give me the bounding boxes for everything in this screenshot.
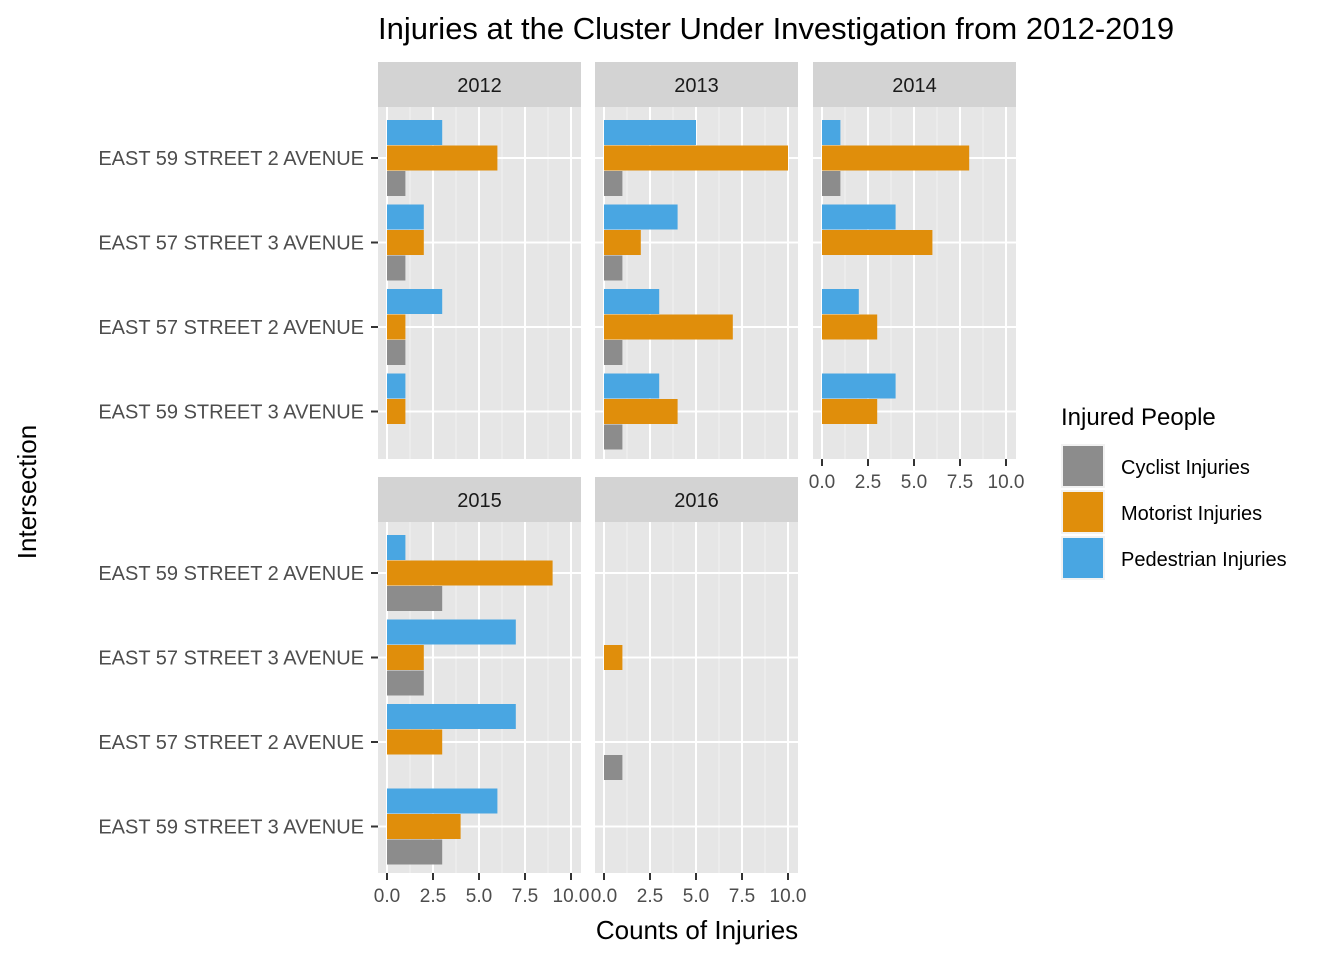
- x-tick-label: 5.0: [901, 472, 927, 493]
- bar-motorist-injuries-2015-0: [387, 560, 553, 586]
- bar-motorist-injuries-2014-3: [822, 399, 878, 424]
- bar-cyclist-injuries-2013-0: [604, 171, 623, 196]
- bar-motorist-injuries-2013-3: [604, 399, 678, 424]
- legend-title: Injured People: [1061, 404, 1216, 431]
- bar-motorist-injuries-2016-1: [604, 645, 623, 670]
- bar-motorist-injuries-2012-3: [387, 399, 406, 424]
- bar-cyclist-injuries-2013-1: [604, 255, 623, 281]
- facet-strip: [595, 477, 798, 522]
- bar-pedestrian-injuries-2013-3: [604, 373, 660, 399]
- x-tick-label: 7.5: [947, 472, 973, 493]
- bar-cyclist-injuries-2015-1: [387, 670, 424, 696]
- bar-cyclist-injuries-2015-3: [387, 839, 443, 865]
- legend-label: Cyclist Injuries: [1121, 457, 1250, 479]
- y-tick-label: EAST 59 STREET 3 AVENUE: [98, 817, 364, 839]
- bar-motorist-injuries-2015-1: [387, 645, 424, 670]
- bar-pedestrian-injuries-2014-1: [822, 204, 896, 230]
- y-tick-label: EAST 57 STREET 2 AVENUE: [98, 732, 364, 754]
- facet-panel-2016: 2016 0.0 2.5 5.0 7.5 10.0: [591, 477, 807, 907]
- bar-pedestrian-injuries-2014-2: [822, 289, 859, 314]
- facet-strip-label: 2014: [892, 75, 937, 97]
- bar-cyclist-injuries-2012-0: [387, 171, 406, 196]
- x-tick-label: 5.0: [683, 886, 709, 907]
- x-tick-label: 7.5: [512, 886, 538, 907]
- bar-cyclist-injuries-2015-0: [387, 586, 443, 611]
- bar-cyclist-injuries-2013-3: [604, 424, 623, 450]
- legend-label: Pedestrian Injuries: [1121, 549, 1287, 571]
- bar-motorist-injuries-2013-1: [604, 230, 641, 255]
- legend-swatch-pedestrian-injuries: [1063, 538, 1103, 578]
- bar-pedestrian-injuries-2015-1: [387, 619, 516, 645]
- facet-strip-label: 2012: [457, 75, 502, 97]
- x-tick-label: 0.0: [374, 886, 400, 907]
- bar-pedestrian-injuries-2015-3: [387, 788, 498, 814]
- bar-motorist-injuries-2014-0: [822, 145, 970, 171]
- x-tick-label: 0.0: [809, 472, 835, 493]
- facet-strip-label: 2016: [674, 490, 719, 512]
- facet-strip: [378, 477, 581, 522]
- chart-title: Injuries at the Cluster Under Investigat…: [378, 11, 1174, 46]
- y-tick-label: EAST 59 STREET 3 AVENUE: [98, 402, 364, 424]
- y-tick-label: EAST 59 STREET 2 AVENUE: [98, 563, 364, 585]
- legend-swatch-cyclist-injuries: [1063, 446, 1103, 486]
- bar-pedestrian-injuries-2012-0: [387, 120, 443, 145]
- y-tick-label: EAST 57 STREET 3 AVENUE: [98, 648, 364, 670]
- bar-motorist-injuries-2013-0: [604, 145, 788, 171]
- bar-pedestrian-injuries-2012-3: [387, 373, 406, 399]
- bar-motorist-injuries-2014-1: [822, 230, 933, 255]
- bar-pedestrian-injuries-2013-2: [604, 289, 660, 314]
- bar-cyclist-injuries-2012-2: [387, 340, 406, 365]
- bar-pedestrian-injuries-2012-2: [387, 289, 443, 314]
- bar-motorist-injuries-2012-2: [387, 314, 406, 340]
- bar-pedestrian-injuries-2015-0: [387, 535, 406, 560]
- legend: Injured People Cyclist Injuries Motorist …: [1061, 404, 1287, 580]
- facet-panel-2013: 2013: [595, 62, 798, 459]
- x-tick-label: 0.0: [591, 886, 617, 907]
- legend-label: Motorist Injuries: [1121, 503, 1262, 525]
- bar-motorist-injuries-2015-2: [387, 729, 443, 755]
- bar-pedestrian-injuries-2015-2: [387, 704, 516, 729]
- bar-pedestrian-injuries-2014-0: [822, 120, 841, 145]
- facet-panels: 2012 EAST 59 STREET 2 AVENUE EAST 57 STREE…: [98, 62, 1024, 907]
- x-tick-label: 10.0: [770, 886, 807, 907]
- bar-pedestrian-injuries-2012-1: [387, 204, 424, 230]
- facet-panel-2015: 2015 EAST 59 STREET 2 AVENUE EAST 57 STREE…: [98, 477, 589, 907]
- bar-cyclist-injuries-2013-2: [604, 340, 623, 365]
- bar-cyclist-injuries-2016-2: [604, 755, 623, 780]
- bar-pedestrian-injuries-2014-3: [822, 373, 896, 399]
- x-tick-label: 2.5: [637, 886, 663, 907]
- bar-motorist-injuries-2014-2: [822, 314, 878, 340]
- x-tick-label: 10.0: [988, 472, 1025, 493]
- bar-cyclist-injuries-2012-1: [387, 255, 406, 281]
- legend-swatch-motorist-injuries: [1063, 492, 1103, 532]
- y-axis-title: Intersection: [12, 425, 42, 559]
- y-tick-label: EAST 59 STREET 2 AVENUE: [98, 148, 364, 170]
- bar-motorist-injuries-2012-0: [387, 145, 498, 171]
- facet-strip: [813, 62, 1016, 107]
- facet-strip-label: 2013: [674, 75, 719, 97]
- facet-strip-label: 2015: [457, 490, 502, 512]
- y-tick-label: EAST 57 STREET 2 AVENUE: [98, 317, 364, 339]
- x-axis-title: Counts of Injuries: [596, 915, 798, 945]
- x-tick-label: 10.0: [553, 886, 590, 907]
- bar-motorist-injuries-2012-1: [387, 230, 424, 255]
- bar-pedestrian-injuries-2013-1: [604, 204, 678, 230]
- bar-pedestrian-injuries-2013-0: [604, 120, 696, 145]
- x-tick-label: 2.5: [855, 472, 881, 493]
- facet-panel-2012: 2012 EAST 59 STREET 2 AVENUE EAST 57 STREE…: [98, 62, 581, 459]
- facet-strip: [595, 62, 798, 107]
- facet-panel-2014: 2014 0.0 2.5 5.0 7.5 10.0: [809, 62, 1025, 493]
- bar-cyclist-injuries-2014-0: [822, 171, 841, 196]
- bar-motorist-injuries-2013-2: [604, 314, 733, 340]
- y-tick-label: EAST 57 STREET 3 AVENUE: [98, 233, 364, 255]
- x-tick-label: 5.0: [466, 886, 492, 907]
- facet-strip: [378, 62, 581, 107]
- x-tick-label: 7.5: [729, 886, 755, 907]
- bar-motorist-injuries-2015-3: [387, 814, 461, 839]
- x-tick-label: 2.5: [420, 886, 446, 907]
